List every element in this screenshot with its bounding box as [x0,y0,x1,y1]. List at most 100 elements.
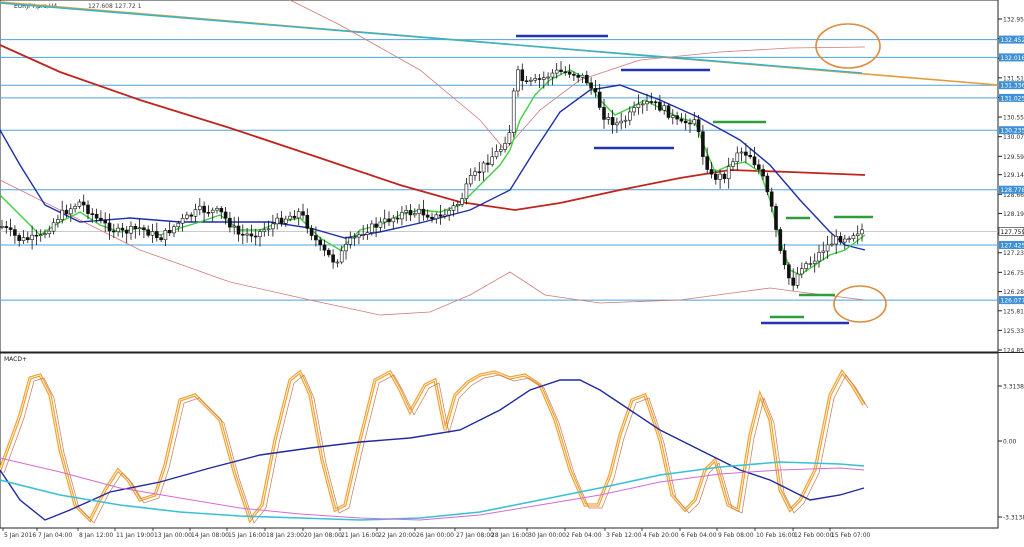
bearish-candle [783,251,786,265]
bearish-candle [667,106,670,118]
bearish-candle [9,228,12,230]
bullish-candle [843,239,846,242]
bearish-candle [486,163,489,164]
bearish-candle [323,245,326,250]
bearish-candle [723,174,726,179]
bullish-candle [465,184,468,199]
bullish-candle [177,223,180,226]
bullish-candle [607,117,610,119]
bullish-candle [491,157,494,165]
price-tick-label: 126.286 [1003,289,1024,296]
bullish-candle [74,206,77,208]
bearish-candle [396,218,399,219]
bullish-candle [646,102,649,104]
bullish-candle [48,231,51,233]
bearish-candle [654,102,657,103]
bearish-candle [684,121,687,123]
bullish-candle [633,108,636,112]
bullish-candle [813,261,816,264]
bearish-candle [13,230,16,236]
bullish-candle [800,269,803,274]
bearish-candle [280,218,283,223]
bearish-candle [108,223,111,231]
bearish-candle [521,70,524,81]
bullish-candle [383,219,386,222]
bullish-candle [499,149,502,151]
bearish-candle [91,214,94,215]
bearish-candle [409,210,412,215]
bearish-candle [35,235,38,236]
bearish-candle [538,79,541,80]
bullish-candle [173,227,176,233]
bullish-candle [542,78,545,80]
bearish-candle [676,116,679,119]
bullish-candle [534,79,537,81]
bullish-candle [508,133,511,144]
bearish-candle [577,75,580,77]
bullish-candle [615,123,618,125]
bullish-candle [856,234,859,236]
bearish-candle [134,226,137,228]
level-price-label: 126.077 [1001,298,1024,305]
bearish-candle [121,228,124,230]
bearish-candle [714,174,717,179]
bullish-candle [370,224,373,233]
time-axis-label: 26 Jan 00:00 [416,532,454,539]
current-price-label: 127.759 [1001,229,1024,236]
bearish-candle [439,215,442,216]
level-price-label: 131.336 [1001,83,1024,90]
macd-tick-label: 0.00 [1003,439,1017,446]
bearish-candle [787,265,790,278]
bullish-candle [362,235,365,236]
bearish-candle [314,236,317,240]
bullish-candle [56,220,59,223]
bullish-candle [78,202,81,206]
bearish-candle [375,224,378,227]
time-axis-label: 2 Feb 04:00 [566,532,602,539]
bullish-candle [736,153,739,162]
bearish-candle [293,216,296,218]
bearish-candle [220,208,223,212]
bearish-candle [757,165,760,170]
bearish-candle [525,81,528,82]
bearish-candle [568,72,571,74]
time-axis-label: 6 Feb 04:00 [681,532,717,539]
bearish-candle [680,119,683,121]
bullish-candle [405,210,408,212]
price-tick-label: 130.556 [1003,115,1024,122]
bearish-candle [770,192,773,206]
bullish-candle [469,175,472,184]
bearish-candle [190,215,193,216]
bearish-candle [779,230,782,251]
bearish-candle [65,210,68,214]
bearish-candle [104,220,107,223]
macd-tick-label: -3.3138 [1003,515,1024,522]
bullish-candle [297,212,300,218]
time-axis-label: 27 Jan 08:00 [456,532,494,539]
bullish-candle [452,206,455,211]
bearish-candle [95,214,98,218]
price-tick-label: 130.076 [1003,134,1024,141]
bearish-candle [431,217,434,218]
bullish-candle [413,213,416,214]
time-axis-label: 8 Jan 12:00 [79,532,113,539]
bullish-candle [671,116,674,118]
ohlc-readout: 127.608 127.72 1 [88,3,142,10]
bearish-candle [706,157,709,170]
bullish-candle [211,210,214,212]
bearish-candle [82,202,85,205]
bullish-candle [130,226,133,233]
time-axis-label: 30 Jan 00:00 [528,532,566,539]
bullish-candle [164,230,167,239]
bullish-candle [663,106,666,111]
time-axis-label: 9 Feb 08:00 [718,532,754,539]
bearish-candle [792,278,795,285]
bullish-candle [818,252,821,261]
bullish-candle [31,235,34,240]
bullish-candle [263,230,266,232]
bullish-candle [138,228,141,229]
bearish-candle [160,238,163,240]
bullish-candle [474,172,477,176]
